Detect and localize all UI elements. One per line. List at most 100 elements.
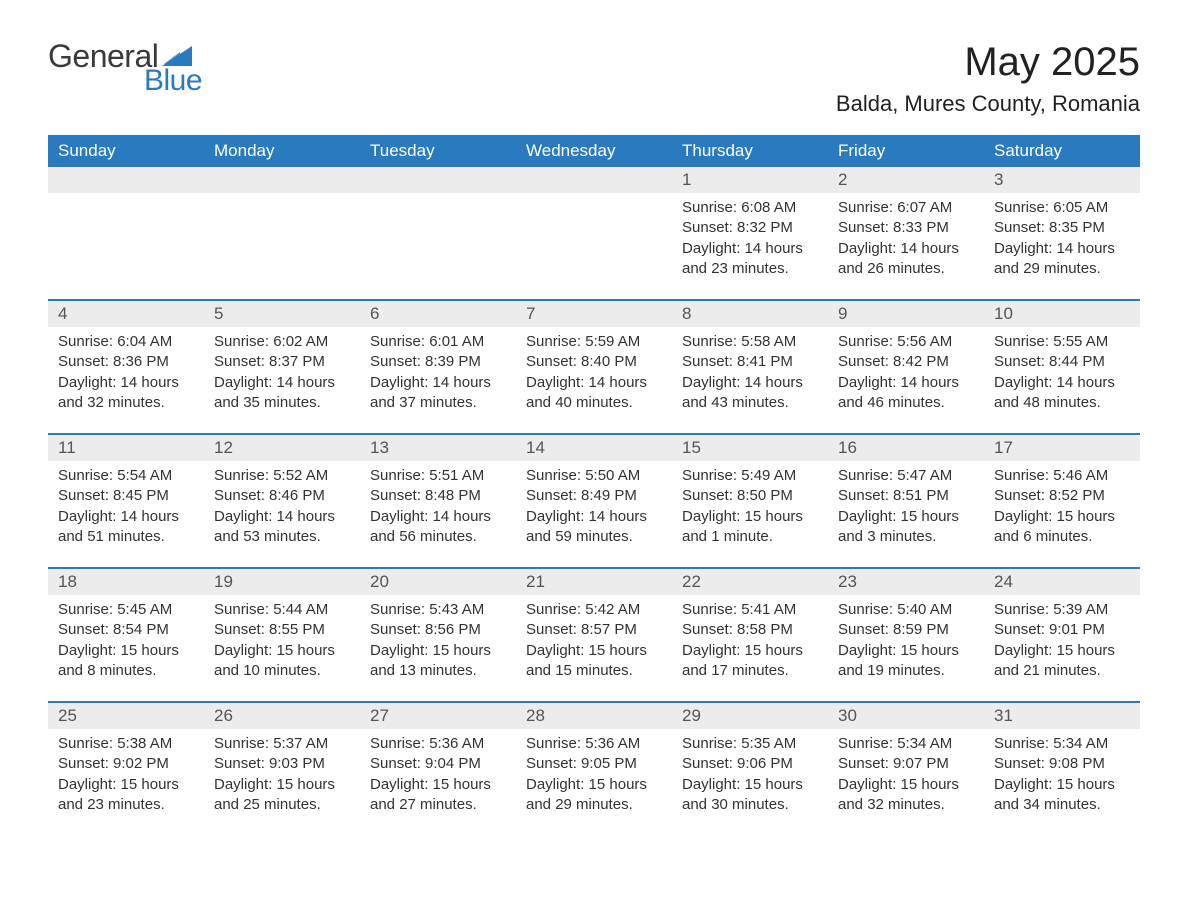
sunset-line: Sunset: 8:55 PM	[214, 620, 350, 640]
sunset-line: Sunset: 8:37 PM	[214, 352, 350, 372]
sunset-line: Sunset: 8:50 PM	[682, 486, 818, 506]
day-cell: Sunrise: 5:39 AMSunset: 9:01 PMDaylight:…	[984, 595, 1140, 702]
daylight-line: Daylight: 14 hours and 56 minutes.	[370, 507, 506, 548]
daylight-line: Daylight: 14 hours and 26 minutes.	[838, 239, 974, 280]
daynum-row: 123	[48, 167, 1140, 193]
location-text: Balda, Mures County, Romania	[836, 91, 1140, 117]
sunset-line: Sunset: 8:44 PM	[994, 352, 1130, 372]
day-number: 1	[672, 167, 828, 193]
daylight-line: Daylight: 15 hours and 17 minutes.	[682, 641, 818, 682]
day-number: 25	[48, 702, 204, 729]
day-cell: Sunrise: 5:49 AMSunset: 8:50 PMDaylight:…	[672, 461, 828, 568]
day-number: 22	[672, 568, 828, 595]
day-cell: Sunrise: 5:45 AMSunset: 8:54 PMDaylight:…	[48, 595, 204, 702]
daylight-line: Daylight: 15 hours and 13 minutes.	[370, 641, 506, 682]
weekday-header: Thursday	[672, 135, 828, 167]
logo-triangle-icon	[162, 46, 192, 66]
sunset-line: Sunset: 8:58 PM	[682, 620, 818, 640]
daylight-line: Daylight: 15 hours and 30 minutes.	[682, 775, 818, 816]
sunrise-line: Sunrise: 5:38 AM	[58, 734, 194, 754]
sunrise-line: Sunrise: 5:37 AM	[214, 734, 350, 754]
sunrise-line: Sunrise: 5:54 AM	[58, 466, 194, 486]
sunset-line: Sunset: 8:56 PM	[370, 620, 506, 640]
sunrise-line: Sunrise: 5:49 AM	[682, 466, 818, 486]
daylight-line: Daylight: 15 hours and 21 minutes.	[994, 641, 1130, 682]
sunset-line: Sunset: 8:52 PM	[994, 486, 1130, 506]
sunrise-line: Sunrise: 5:36 AM	[526, 734, 662, 754]
daylight-line: Daylight: 14 hours and 35 minutes.	[214, 373, 350, 414]
content-row: Sunrise: 5:38 AMSunset: 9:02 PMDaylight:…	[48, 729, 1140, 823]
sunrise-line: Sunrise: 5:59 AM	[526, 332, 662, 352]
daylight-line: Daylight: 15 hours and 1 minute.	[682, 507, 818, 548]
empty-cell	[48, 167, 204, 193]
sunrise-line: Sunrise: 5:56 AM	[838, 332, 974, 352]
day-number: 8	[672, 300, 828, 327]
day-number: 31	[984, 702, 1140, 729]
day-number: 28	[516, 702, 672, 729]
day-number: 10	[984, 300, 1140, 327]
sunrise-line: Sunrise: 5:46 AM	[994, 466, 1130, 486]
day-cell: Sunrise: 5:43 AMSunset: 8:56 PMDaylight:…	[360, 595, 516, 702]
day-cell: Sunrise: 5:50 AMSunset: 8:49 PMDaylight:…	[516, 461, 672, 568]
empty-cell	[360, 193, 516, 300]
sunrise-line: Sunrise: 6:07 AM	[838, 198, 974, 218]
day-number: 20	[360, 568, 516, 595]
day-number: 29	[672, 702, 828, 729]
day-cell: Sunrise: 5:51 AMSunset: 8:48 PMDaylight:…	[360, 461, 516, 568]
day-number: 14	[516, 434, 672, 461]
sunrise-line: Sunrise: 6:05 AM	[994, 198, 1130, 218]
day-number: 18	[48, 568, 204, 595]
daylight-line: Daylight: 15 hours and 15 minutes.	[526, 641, 662, 682]
day-number: 27	[360, 702, 516, 729]
weekday-header: Saturday	[984, 135, 1140, 167]
sunrise-line: Sunrise: 5:43 AM	[370, 600, 506, 620]
day-number: 6	[360, 300, 516, 327]
sunset-line: Sunset: 9:06 PM	[682, 754, 818, 774]
daylight-line: Daylight: 14 hours and 37 minutes.	[370, 373, 506, 414]
page-title: May 2025	[836, 40, 1140, 85]
day-cell: Sunrise: 5:58 AMSunset: 8:41 PMDaylight:…	[672, 327, 828, 434]
day-number: 2	[828, 167, 984, 193]
daylight-line: Daylight: 14 hours and 48 minutes.	[994, 373, 1130, 414]
day-number: 12	[204, 434, 360, 461]
weekday-header: Sunday	[48, 135, 204, 167]
daylight-line: Daylight: 14 hours and 53 minutes.	[214, 507, 350, 548]
daylight-line: Daylight: 14 hours and 23 minutes.	[682, 239, 818, 280]
day-cell: Sunrise: 5:38 AMSunset: 9:02 PMDaylight:…	[48, 729, 204, 823]
daylight-line: Daylight: 14 hours and 43 minutes.	[682, 373, 818, 414]
empty-cell	[516, 167, 672, 193]
sunrise-line: Sunrise: 5:40 AM	[838, 600, 974, 620]
sunset-line: Sunset: 9:01 PM	[994, 620, 1130, 640]
logo-text-general: General	[48, 40, 158, 72]
daylight-line: Daylight: 14 hours and 46 minutes.	[838, 373, 974, 414]
sunset-line: Sunset: 9:05 PM	[526, 754, 662, 774]
daylight-line: Daylight: 15 hours and 23 minutes.	[58, 775, 194, 816]
sunrise-line: Sunrise: 6:01 AM	[370, 332, 506, 352]
daylight-line: Daylight: 15 hours and 29 minutes.	[526, 775, 662, 816]
content-row: Sunrise: 6:04 AMSunset: 8:36 PMDaylight:…	[48, 327, 1140, 434]
day-cell: Sunrise: 5:44 AMSunset: 8:55 PMDaylight:…	[204, 595, 360, 702]
calendar-table: SundayMondayTuesdayWednesdayThursdayFrid…	[48, 135, 1140, 823]
daylight-line: Daylight: 14 hours and 51 minutes.	[58, 507, 194, 548]
logo-text-blue: Blue	[144, 66, 202, 96]
sunrise-line: Sunrise: 5:50 AM	[526, 466, 662, 486]
day-number: 26	[204, 702, 360, 729]
day-cell: Sunrise: 6:02 AMSunset: 8:37 PMDaylight:…	[204, 327, 360, 434]
sunrise-line: Sunrise: 5:52 AM	[214, 466, 350, 486]
daylight-line: Daylight: 14 hours and 29 minutes.	[994, 239, 1130, 280]
content-row: Sunrise: 5:54 AMSunset: 8:45 PMDaylight:…	[48, 461, 1140, 568]
day-cell: Sunrise: 5:35 AMSunset: 9:06 PMDaylight:…	[672, 729, 828, 823]
sunset-line: Sunset: 8:42 PM	[838, 352, 974, 372]
sunrise-line: Sunrise: 5:45 AM	[58, 600, 194, 620]
sunrise-line: Sunrise: 5:47 AM	[838, 466, 974, 486]
day-cell: Sunrise: 6:08 AMSunset: 8:32 PMDaylight:…	[672, 193, 828, 300]
day-cell: Sunrise: 6:04 AMSunset: 8:36 PMDaylight:…	[48, 327, 204, 434]
day-cell: Sunrise: 5:59 AMSunset: 8:40 PMDaylight:…	[516, 327, 672, 434]
sunrise-line: Sunrise: 5:58 AM	[682, 332, 818, 352]
weekday-header: Wednesday	[516, 135, 672, 167]
sunset-line: Sunset: 8:41 PM	[682, 352, 818, 372]
day-number: 7	[516, 300, 672, 327]
day-number: 21	[516, 568, 672, 595]
day-cell: Sunrise: 5:42 AMSunset: 8:57 PMDaylight:…	[516, 595, 672, 702]
sunset-line: Sunset: 9:03 PM	[214, 754, 350, 774]
